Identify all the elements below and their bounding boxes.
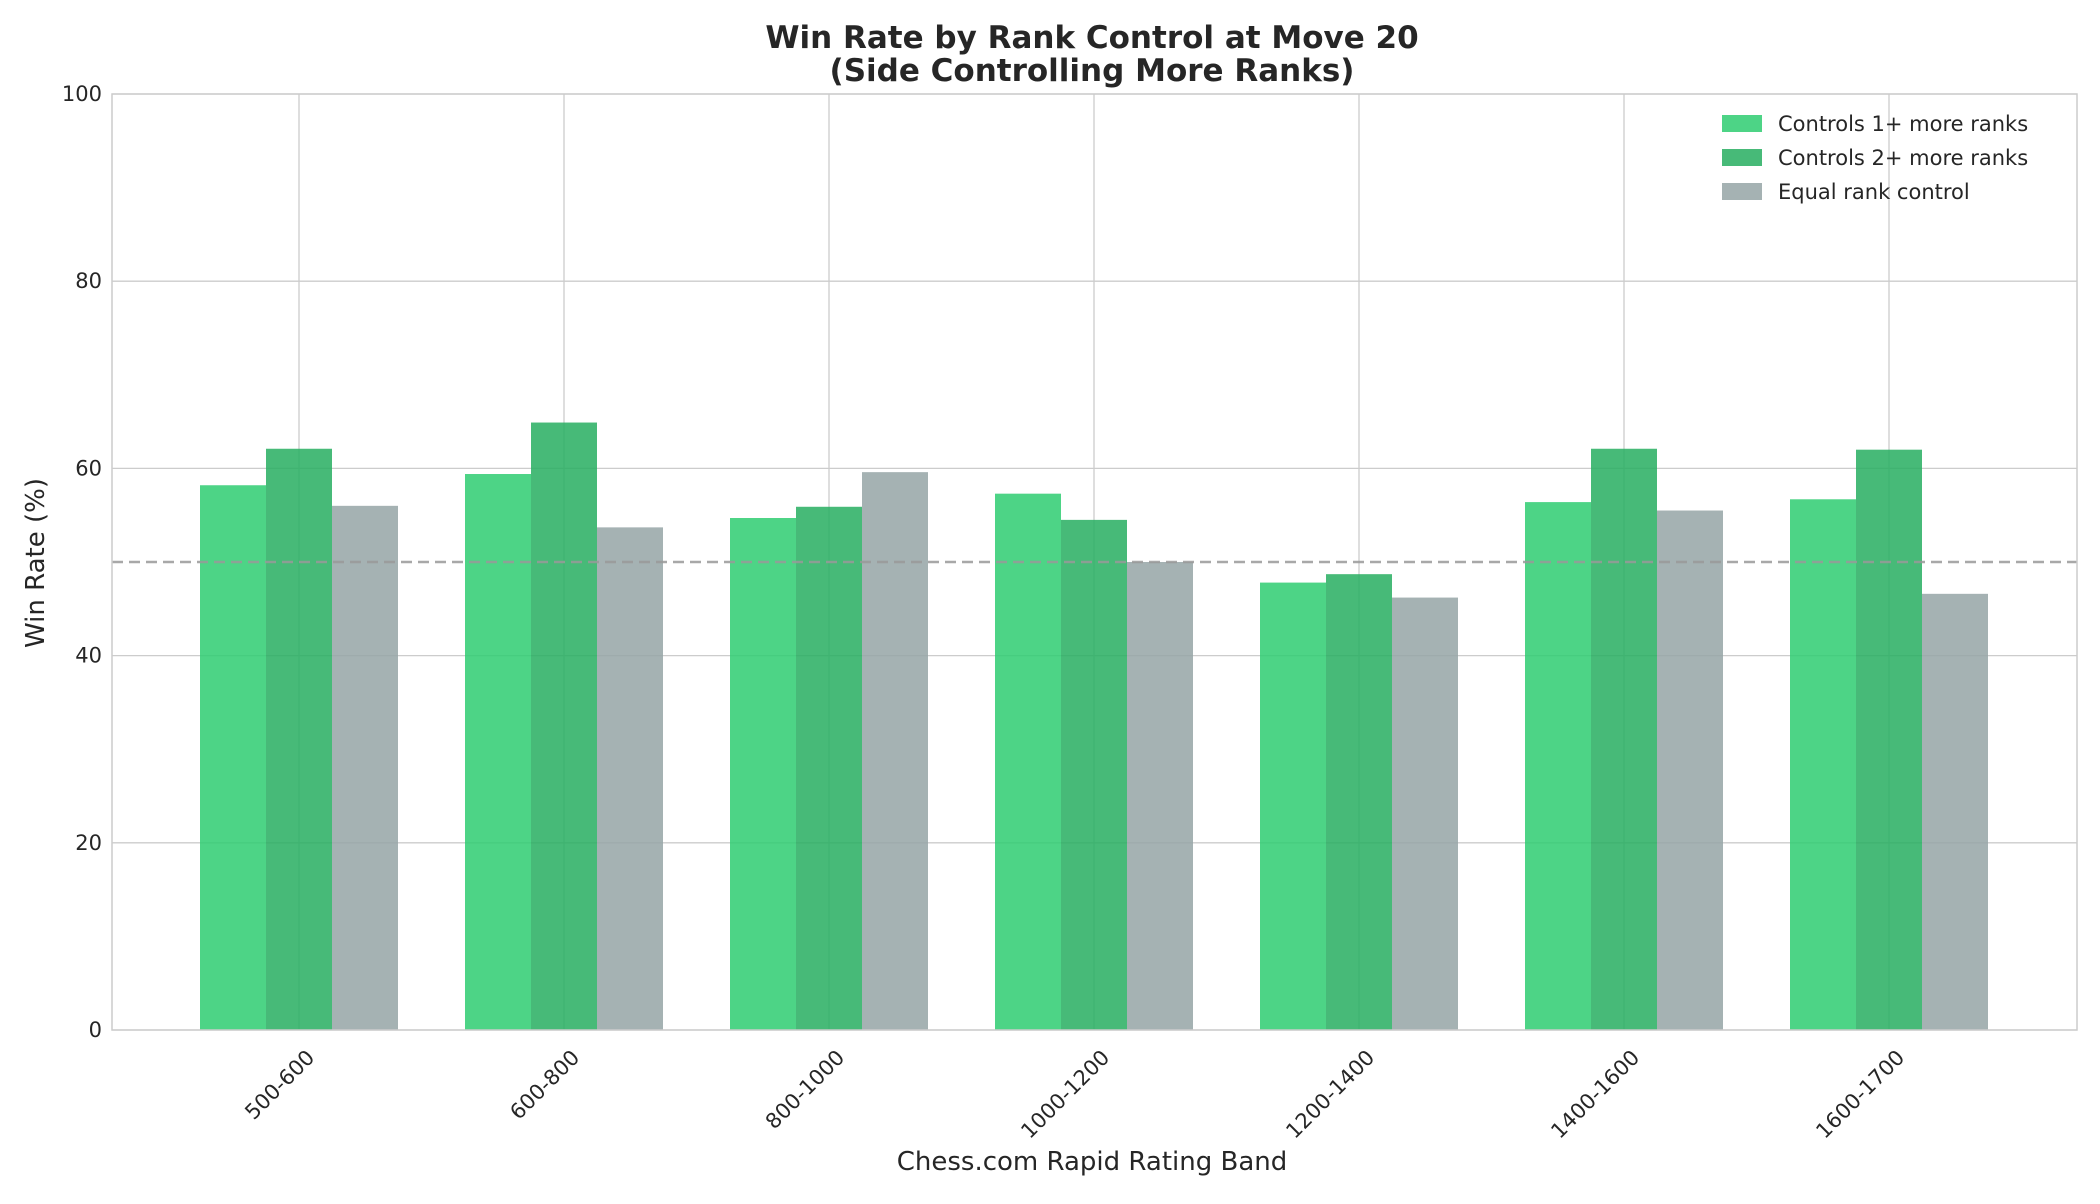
chart-subtitle: (Side Controlling More Ranks): [830, 53, 1355, 89]
legend-swatch: [1722, 115, 1762, 132]
x-tick-label: 1000-1200: [1016, 1045, 1114, 1143]
bar-controls-1-more-ranks-500-600: [200, 485, 266, 1030]
x-tick-label: 1200-1400: [1281, 1045, 1379, 1143]
bar-equal-rank-control-800-1000: [862, 472, 928, 1030]
bar-controls-1-more-ranks-600-800: [465, 474, 531, 1030]
y-tick-label: 100: [62, 82, 102, 106]
x-tick-label: 1600-1700: [1811, 1045, 1909, 1143]
bar-controls-1-more-ranks-1400-1600: [1525, 502, 1591, 1030]
y-tick-label: 80: [75, 269, 102, 293]
y-tick-label: 40: [75, 644, 102, 668]
y-axis-label: Win Rate (%): [21, 478, 51, 648]
legend-label: Controls 2+ more ranks: [1778, 146, 2028, 170]
legend-swatch: [1722, 149, 1762, 166]
x-tick-label: 1400-1600: [1546, 1045, 1644, 1143]
bar-controls-1-more-ranks-1600-1700: [1790, 499, 1856, 1031]
x-axis-label: Chess.com Rapid Rating Band: [897, 1147, 1288, 1177]
legend-label: Controls 1+ more ranks: [1778, 112, 2028, 136]
bar-controls-2-more-ranks-800-1000: [796, 506, 862, 1030]
bar-equal-rank-control-1200-1400: [1392, 597, 1458, 1030]
y-tick-label: 60: [75, 456, 102, 480]
y-tick-label: 20: [75, 831, 102, 855]
legend-label: Equal rank control: [1778, 180, 1970, 204]
x-tick-label: 800-1000: [761, 1045, 849, 1133]
bar-equal-rank-control-1000-1200: [1127, 562, 1193, 1030]
legend: Controls 1+ more ranks Controls 2+ more r…: [1722, 112, 2028, 204]
plot-border: [111, 93, 2078, 1031]
chart-title: Win Rate by Rank Control at Move 20: [765, 20, 1418, 56]
bar-controls-2-more-ranks-1200-1400: [1326, 574, 1392, 1030]
bar-controls-2-more-ranks-1400-1600: [1591, 448, 1657, 1030]
bar-controls-1-more-ranks-1000-1200: [995, 493, 1061, 1030]
plot-frame: [111, 93, 2078, 1031]
y-tick-labels: 0 20 40 60 80 100: [62, 82, 102, 1042]
bar-equal-rank-control-500-600: [332, 505, 398, 1031]
bar-equal-rank-control-1400-1600: [1657, 510, 1723, 1030]
bar-controls-1-more-ranks-1200-1400: [1260, 582, 1326, 1030]
bar-equal-rank-control-600-800: [597, 527, 663, 1030]
x-tick-label: 600-800: [505, 1045, 584, 1124]
y-tick-label: 0: [89, 1018, 102, 1042]
bar-controls-2-more-ranks-500-600: [266, 448, 332, 1030]
bar-controls-1-more-ranks-800-1000: [730, 518, 796, 1030]
bar-layer: [200, 422, 1988, 1031]
x-tick-labels: 500-600 600-800 800-1000 1000-1200 1200-1400…: [240, 1045, 1909, 1143]
bar-controls-2-more-ranks-600-800: [531, 422, 597, 1030]
x-tick-label: 500-600: [240, 1045, 319, 1124]
bar-controls-2-more-ranks-1000-1200: [1061, 519, 1127, 1030]
bar-equal-rank-control-1600-1700: [1922, 593, 1988, 1030]
bar-controls-2-more-ranks-1600-1700: [1856, 449, 1922, 1030]
legend-swatch: [1722, 183, 1762, 200]
